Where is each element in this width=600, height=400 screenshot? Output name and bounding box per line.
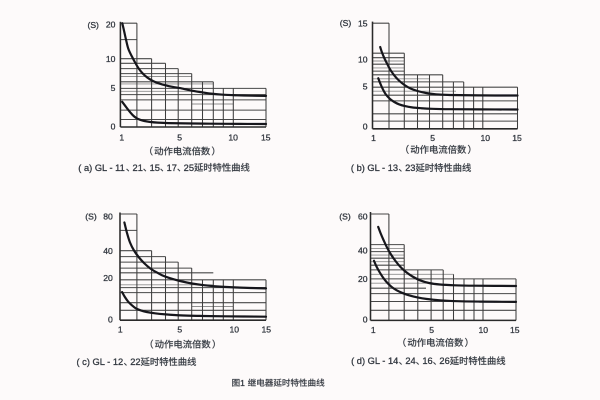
svg-text:15: 15 (262, 325, 272, 335)
svg-text:20: 20 (103, 273, 113, 283)
svg-text:1: 1 (240, 378, 245, 388)
svg-text:10: 10 (481, 133, 491, 143)
svg-text:(S): (S) (340, 18, 352, 28)
svg-text:15: 15 (512, 133, 522, 143)
svg-text:20: 20 (358, 274, 368, 284)
svg-text:80: 80 (103, 212, 113, 222)
svg-text:( c) GL - 12: ( c) GL - 12 (77, 357, 124, 367)
svg-text:1: 1 (371, 133, 376, 143)
svg-text:1: 1 (371, 325, 376, 335)
svg-text:5: 5 (363, 81, 368, 91)
svg-text:26: 26 (439, 356, 449, 366)
svg-text:25: 25 (184, 163, 194, 173)
svg-text:1: 1 (118, 325, 123, 335)
svg-text:15: 15 (510, 325, 520, 335)
svg-text:0: 0 (108, 314, 113, 324)
svg-text:16: 16 (422, 356, 432, 366)
svg-text:15: 15 (358, 19, 368, 29)
svg-text:10: 10 (230, 325, 240, 335)
svg-text:(S): (S) (85, 211, 97, 221)
svg-text:24: 24 (405, 356, 415, 366)
svg-text:( a) GL - 11: ( a) GL - 11 (78, 163, 125, 173)
svg-text:23: 23 (405, 163, 415, 173)
svg-text:40: 40 (358, 246, 368, 256)
svg-text:5: 5 (429, 325, 434, 335)
svg-text:40: 40 (103, 246, 113, 256)
svg-text:10: 10 (358, 54, 368, 64)
svg-text:5: 5 (111, 83, 116, 93)
svg-text:5: 5 (430, 133, 435, 143)
svg-text:60: 60 (358, 212, 368, 222)
svg-text:10: 10 (479, 325, 489, 335)
svg-text:10: 10 (228, 133, 238, 143)
svg-text:22: 22 (130, 357, 140, 367)
svg-text:(S): (S) (87, 20, 99, 30)
svg-text:( d) GL - 14: ( d) GL - 14 (351, 356, 398, 366)
svg-text:20: 20 (106, 20, 116, 30)
svg-text:5: 5 (177, 133, 182, 143)
svg-text:5: 5 (177, 325, 182, 335)
svg-text:10: 10 (106, 54, 116, 64)
svg-text:21: 21 (133, 163, 143, 173)
svg-text:( b) GL - 13: ( b) GL - 13 (351, 163, 398, 173)
svg-text:0: 0 (363, 122, 368, 132)
svg-text:0: 0 (363, 315, 368, 325)
svg-text:1: 1 (119, 133, 124, 143)
svg-text:0: 0 (111, 121, 116, 131)
svg-text:(S): (S) (339, 211, 351, 221)
svg-text:17: 17 (167, 163, 177, 173)
svg-text:15: 15 (261, 133, 271, 143)
svg-text:15: 15 (150, 163, 160, 173)
